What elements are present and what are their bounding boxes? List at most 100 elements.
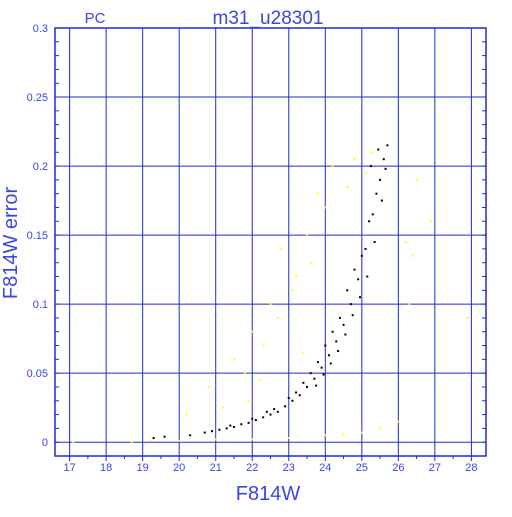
data-point-main	[232, 426, 235, 429]
data-point-secondary	[251, 330, 254, 333]
data-point-main	[368, 220, 371, 223]
data-point-secondary	[371, 151, 374, 154]
x-tick-label: 20	[173, 462, 185, 474]
data-point-main	[262, 416, 265, 419]
data-point-main	[291, 399, 294, 402]
data-points	[72, 144, 469, 444]
data-point-secondary	[130, 441, 133, 444]
data-point-main	[377, 148, 380, 151]
data-point-main	[327, 354, 330, 357]
data-point-main	[379, 178, 382, 181]
x-tick-label: 18	[100, 462, 112, 474]
y-tick-label: 0.05	[27, 368, 48, 380]
data-point-main	[302, 381, 305, 384]
data-point-secondary	[269, 303, 272, 306]
data-point-secondary	[346, 185, 349, 188]
data-point-main	[344, 333, 347, 336]
data-point-secondary	[207, 385, 210, 388]
x-tick-label: 23	[283, 462, 295, 474]
data-point-secondary	[404, 241, 407, 243]
data-point-main	[240, 423, 243, 426]
data-point-main	[152, 437, 155, 440]
data-point-secondary	[247, 399, 250, 402]
y-tick-label: 0.1	[33, 299, 48, 311]
data-point-main	[287, 397, 290, 400]
x-tick-label: 19	[137, 462, 149, 474]
data-point-main	[369, 165, 372, 168]
data-point-main	[273, 408, 276, 411]
data-point-main	[313, 377, 316, 380]
data-point-secondary	[251, 438, 254, 441]
data-point-secondary	[185, 413, 188, 416]
data-point-main	[247, 421, 250, 424]
x-tick-label: 27	[429, 462, 441, 474]
data-point-secondary	[316, 192, 319, 195]
data-point-main	[298, 394, 301, 397]
data-point-main	[358, 296, 361, 299]
data-point-secondary	[353, 158, 356, 161]
data-point-main	[284, 405, 287, 408]
data-point-main	[375, 192, 378, 195]
panel-label: PC	[85, 10, 106, 27]
data-point-secondary	[72, 441, 75, 444]
y-tick-label: 0.2	[33, 161, 48, 173]
data-point-secondary	[324, 434, 327, 437]
x-axis-title: F814W	[236, 483, 301, 505]
data-point-main	[384, 167, 387, 170]
data-point-secondary	[214, 438, 217, 441]
data-point-main	[346, 289, 349, 292]
data-point-secondary	[287, 437, 290, 440]
data-point-secondary	[415, 178, 418, 181]
data-point-secondary	[342, 432, 345, 435]
data-point-main	[331, 330, 334, 333]
data-point-secondary	[379, 427, 382, 430]
data-point-main	[338, 316, 341, 319]
data-point-main	[342, 323, 345, 326]
data-point-main	[364, 247, 367, 250]
chart-title: m31_u28301	[213, 8, 324, 29]
data-point-secondary	[331, 165, 334, 168]
data-point-secondary	[232, 358, 235, 361]
data-point-main	[320, 366, 323, 369]
data-point-main	[306, 385, 309, 388]
data-point-main	[353, 268, 356, 271]
data-point-main	[229, 424, 232, 427]
x-tick-label: 22	[246, 462, 258, 474]
data-point-secondary	[306, 234, 309, 237]
data-point-secondary	[148, 439, 151, 442]
data-point-secondary	[291, 289, 294, 292]
data-point-secondary	[222, 406, 225, 409]
data-point-main	[386, 144, 389, 147]
data-point-main	[295, 391, 298, 394]
data-point-main	[360, 254, 363, 257]
y-tick-label: 0.3	[33, 23, 48, 35]
data-point-main	[380, 199, 383, 202]
data-point-secondary	[178, 439, 181, 442]
data-point-main	[357, 278, 360, 281]
data-point-main	[335, 340, 338, 343]
x-tick-label: 17	[63, 462, 75, 474]
tick-labels: 17 18 19 20 21 22 23 24 25 26 27 28 0 0.05 0.1 0.15 0.2 0…	[27, 23, 478, 474]
x-tick-label: 28	[465, 462, 477, 474]
data-point-main	[315, 384, 318, 387]
data-point-main	[337, 350, 340, 353]
x-tick-label: 24	[319, 462, 331, 474]
x-tick-label: 26	[392, 462, 404, 474]
data-point-secondary	[262, 344, 265, 347]
data-point-main	[316, 361, 319, 364]
data-point-main	[251, 417, 254, 420]
y-tick-label: 0.25	[27, 92, 48, 104]
data-point-secondary	[360, 431, 363, 434]
data-point-main	[218, 428, 221, 431]
x-tick-label: 25	[356, 462, 368, 474]
data-point-secondary	[302, 351, 305, 354]
data-point-main	[276, 410, 279, 413]
data-point-main	[189, 434, 192, 437]
data-point-main	[349, 303, 352, 306]
data-point-main	[265, 410, 268, 413]
data-point-secondary	[397, 420, 400, 423]
data-point-main	[269, 413, 272, 416]
